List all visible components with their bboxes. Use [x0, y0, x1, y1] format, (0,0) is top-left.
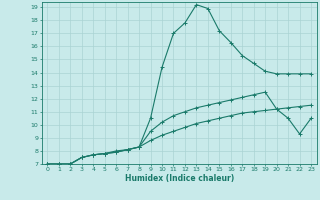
X-axis label: Humidex (Indice chaleur): Humidex (Indice chaleur) [124, 174, 234, 183]
